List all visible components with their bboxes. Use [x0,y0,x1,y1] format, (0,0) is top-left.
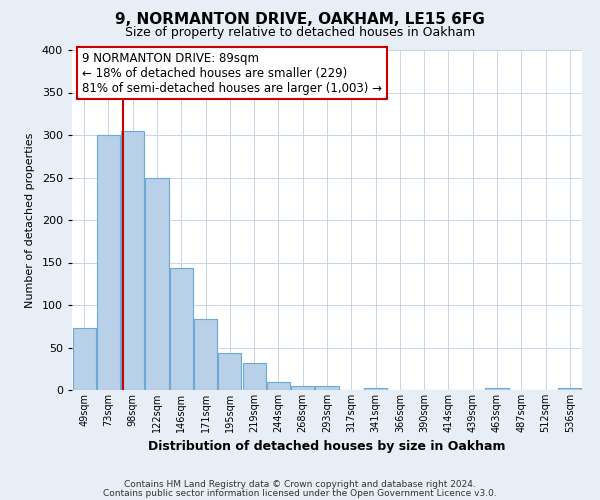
Bar [242,363,266,390]
Text: Contains HM Land Registry data © Crown copyright and database right 2024.: Contains HM Land Registry data © Crown c… [124,480,476,489]
Bar [485,388,509,390]
Text: 9 NORMANTON DRIVE: 89sqm
← 18% of detached houses are smaller (229)
81% of semi-: 9 NORMANTON DRIVE: 89sqm ← 18% of detach… [82,52,382,94]
Bar [97,135,120,390]
Bar [364,388,387,390]
Bar [559,388,581,390]
Bar [121,130,144,390]
Text: Size of property relative to detached houses in Oakham: Size of property relative to detached ho… [125,26,475,39]
Bar [316,386,338,390]
Bar [170,268,193,390]
Bar [194,320,217,390]
Bar [291,386,314,390]
Text: 9, NORMANTON DRIVE, OAKHAM, LE15 6FG: 9, NORMANTON DRIVE, OAKHAM, LE15 6FG [115,12,485,28]
Y-axis label: Number of detached properties: Number of detached properties [25,132,35,308]
X-axis label: Distribution of detached houses by size in Oakham: Distribution of detached houses by size … [148,440,506,454]
Bar [73,328,95,390]
Bar [267,382,290,390]
Bar [218,352,241,390]
Text: Contains public sector information licensed under the Open Government Licence v3: Contains public sector information licen… [103,489,497,498]
Bar [145,178,169,390]
